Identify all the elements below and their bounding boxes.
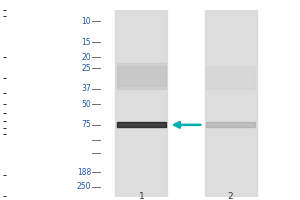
Text: 188: 188 (77, 168, 91, 177)
Text: 37: 37 (81, 84, 91, 93)
Text: 10: 10 (81, 17, 91, 26)
Text: 1: 1 (139, 192, 144, 200)
Text: 75: 75 (81, 120, 91, 129)
Text: 25: 25 (81, 64, 91, 73)
Text: 20: 20 (81, 53, 91, 62)
Text: 50: 50 (81, 100, 91, 109)
Text: 15: 15 (81, 38, 91, 47)
Text: 2: 2 (228, 192, 233, 200)
Text: 250: 250 (76, 182, 91, 191)
